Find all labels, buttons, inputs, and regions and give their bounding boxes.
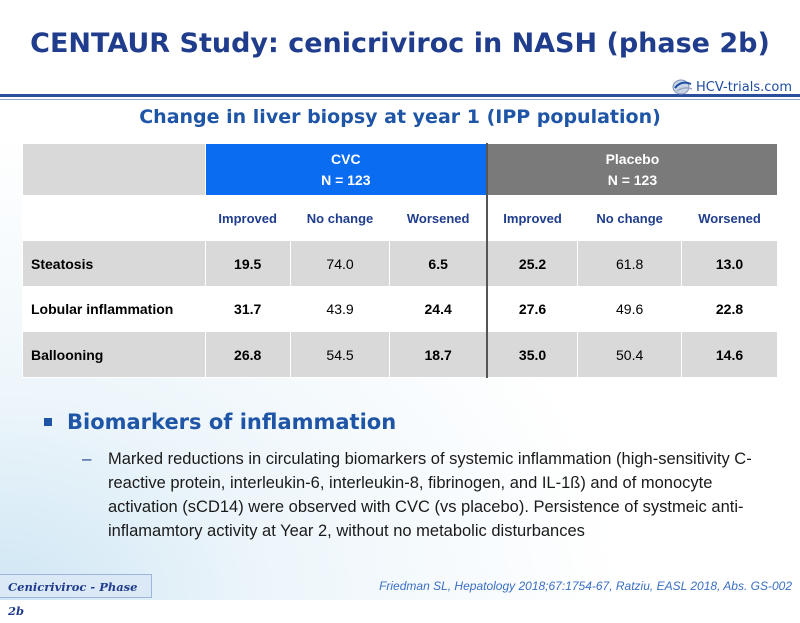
value-cell: 6.5 (389, 240, 488, 287)
value-cell: 49.6 (577, 286, 683, 332)
bullet-paragraph: Marked reductions in circulating biomark… (108, 450, 752, 540)
value-cell: 31.7 (204, 286, 291, 332)
subheader-cell: Worsened (681, 195, 778, 241)
value-cell: 35.0 (485, 331, 579, 378)
row-label: Ballooning (22, 331, 206, 378)
subheader-cell: Worsened (389, 195, 488, 241)
value-cell: 18.7 (389, 331, 488, 378)
subheader-cell: No change (289, 195, 391, 241)
subheader-cell: Improved (204, 195, 291, 241)
square-bullet-icon (44, 418, 52, 426)
value-cell: 24.4 (389, 286, 488, 332)
logo-globe-icon (672, 79, 693, 95)
group-n: N = 123 (321, 171, 371, 188)
group-header-cvc: CVC N = 123 (204, 143, 488, 196)
footer-reference: Friedman SL, Hepatology 2018;67:1754-67,… (379, 579, 792, 593)
subheader-cell: Improved (485, 195, 579, 241)
value-cell: 26.8 (204, 331, 291, 378)
value-cell: 27.6 (485, 286, 579, 332)
table-row: Ballooning 26.8 54.5 18.7 35.0 50.4 14.6 (22, 331, 778, 378)
title-rule (0, 94, 800, 97)
group-n: N = 123 (607, 171, 658, 188)
row-label: Steatosis (22, 240, 206, 287)
subheader-cell: No change (577, 195, 683, 241)
table-corner (22, 143, 206, 196)
dash-bullet-icon: – (82, 449, 92, 468)
value-cell: 14.6 (681, 331, 778, 378)
slide-title: CENTAUR Study: cenicriviroc in NASH (pha… (30, 28, 770, 59)
table-row: Lobular inflammation 31.7 43.9 24.4 27.6… (22, 286, 778, 332)
table-subtitle: Change in liver biopsy at year 1 (IPP po… (139, 106, 661, 128)
group-header-placebo: Placebo N = 123 (485, 143, 778, 196)
value-cell: 74.0 (289, 240, 391, 287)
bullet-heading-text: Biomarkers of inflammation (67, 410, 397, 434)
value-cell: 19.5 (204, 240, 291, 287)
row-label: Lobular inflammation (22, 286, 206, 332)
value-cell: 43.9 (289, 286, 391, 332)
value-cell: 13.0 (681, 240, 778, 287)
title-rule-thin (0, 99, 800, 100)
value-cell: 25.2 (485, 240, 579, 287)
bullet-heading: Biomarkers of inflammation (44, 410, 396, 434)
value-cell: 54.5 (289, 331, 391, 378)
subheader-blank (22, 195, 206, 241)
footer-tab: Cenicriviroc - Phase 2b (0, 574, 152, 618)
value-cell: 50.4 (577, 331, 683, 378)
biopsy-table: CVC N = 123 Placebo N = 123 Improved No … (22, 143, 778, 378)
value-cell: 61.8 (577, 240, 683, 287)
group-name: Placebo (605, 150, 660, 167)
value-cell: 22.8 (681, 286, 778, 332)
table-row: Steatosis 19.5 74.0 6.5 25.2 61.8 13.0 (22, 240, 778, 287)
site-logo: HCV-trials.com (672, 78, 792, 96)
group-name: CVC (331, 150, 361, 167)
logo-text: HCV-trials.com (696, 79, 792, 95)
